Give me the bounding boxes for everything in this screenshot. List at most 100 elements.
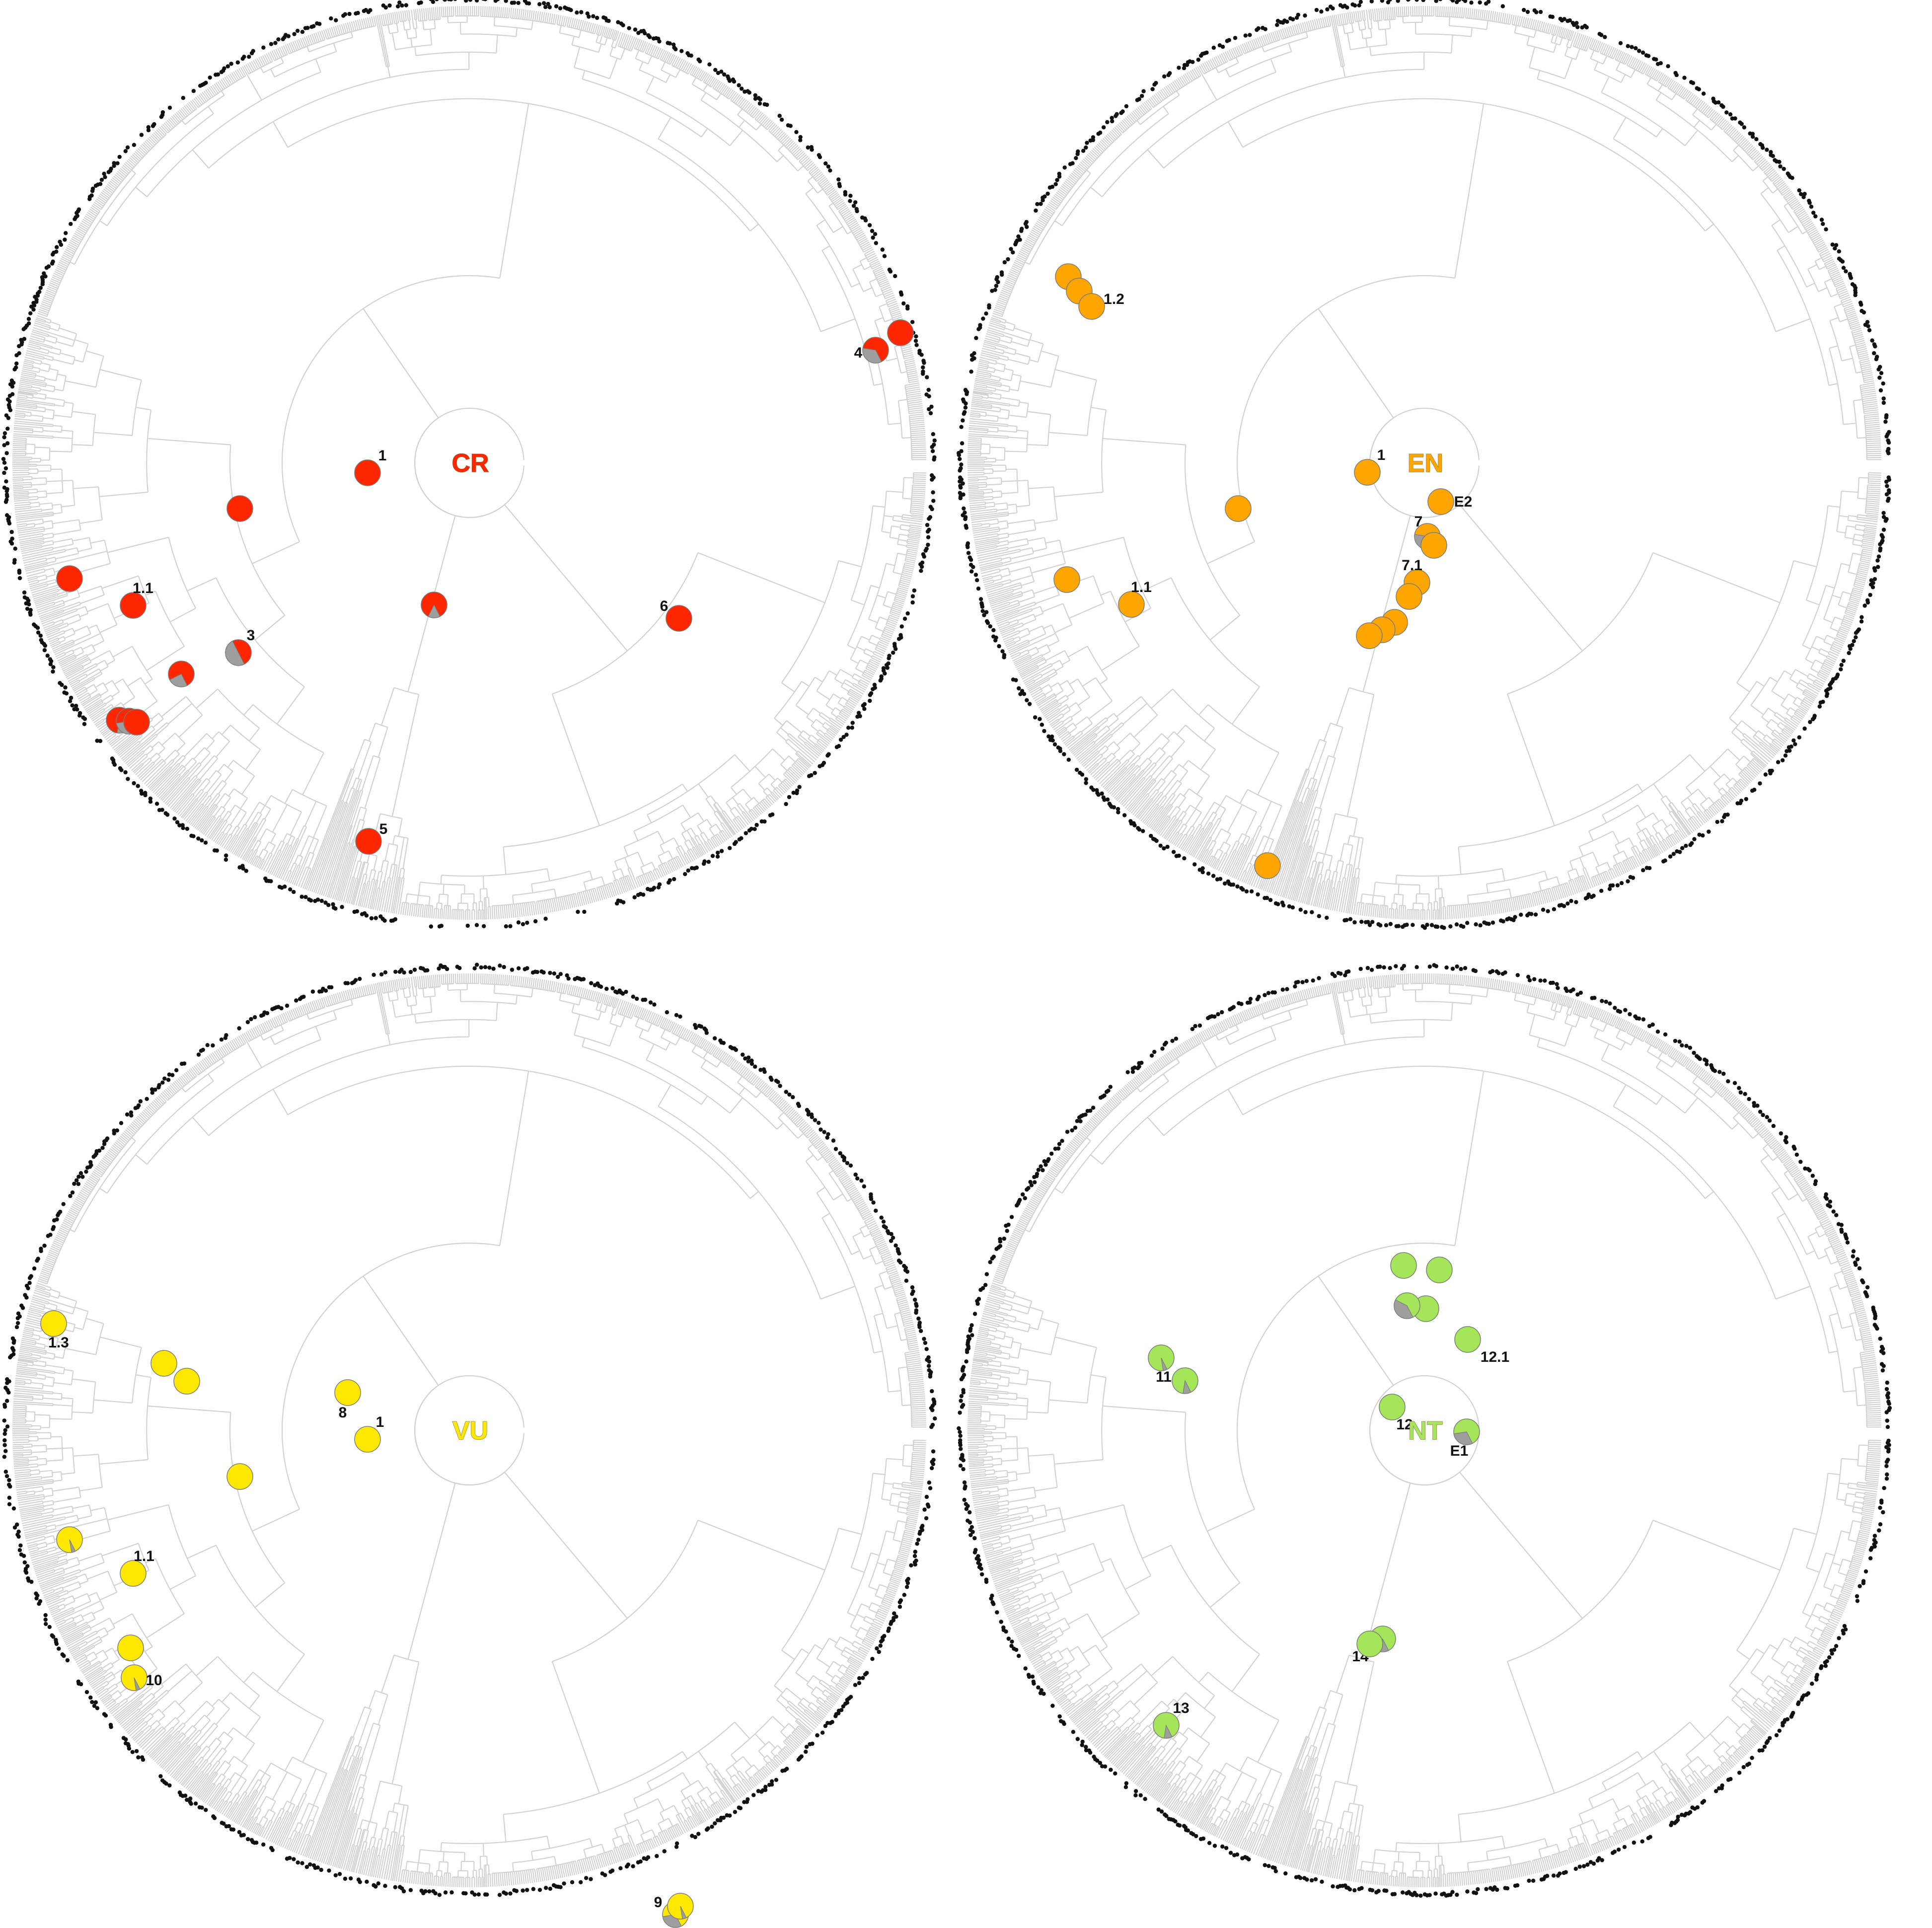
tip-marker [1084,1748,1089,1753]
tip-marker [1840,259,1845,264]
tip-marker [1482,920,1486,925]
tip-marker [22,337,27,341]
tip-marker [185,1797,189,1802]
tip-marker [753,1064,757,1069]
tip-marker [346,981,350,985]
tip-marker [13,365,18,370]
tip-marker [132,143,137,147]
tip-marker [1182,856,1187,861]
tip-marker [921,371,925,376]
tip-marker [1771,1123,1776,1128]
tip-marker [899,293,904,297]
tip-marker [551,1883,556,1888]
tip-marker [449,1890,454,1895]
tip-marker [1824,1196,1829,1201]
tip-marker [1810,1682,1814,1686]
tip-marker [1388,922,1393,926]
tip-marker [5,1399,9,1403]
tip-marker [753,96,758,101]
tip-marker [1768,771,1773,776]
tip-marker [1293,984,1297,989]
tip-marker [1039,1164,1043,1169]
tip-marker [1357,1887,1361,1891]
tip-marker [826,1132,830,1136]
tip-marker [525,966,529,970]
tip-marker [988,624,993,629]
tip-marker [1561,1870,1566,1875]
ancestral-state-pie [117,1634,144,1661]
tip-marker [926,387,931,392]
tip-marker [1124,104,1129,109]
tip-marker [1296,980,1300,984]
tip-marker [443,0,447,2]
tip-marker [78,1171,83,1176]
tip-marker [16,1529,21,1534]
tip-marker [886,1629,891,1633]
tip-marker [1174,1037,1179,1041]
tip-marker [922,1507,927,1512]
tip-marker [960,1453,965,1457]
tip-marker [1802,192,1807,196]
tip-marker [862,1184,867,1188]
tip-marker [1421,0,1425,2]
tip-marker [443,1890,448,1895]
tip-marker [1275,23,1279,27]
tip-marker [1459,967,1463,971]
tip-marker [1474,922,1478,927]
tip-marker [1618,1010,1623,1014]
tip-marker [930,1389,934,1394]
tip-marker [1878,1505,1882,1510]
tip-marker [108,1722,113,1727]
tip-marker [402,970,406,975]
tip-marker [162,1076,167,1081]
node-label: 9 [654,1894,663,1911]
tip-marker [1025,224,1029,229]
tip-marker [1870,338,1874,343]
tip-marker [1,457,6,461]
tip-marker [1878,1336,1882,1341]
tip-marker [1886,1449,1891,1454]
tip-marker [1567,18,1572,23]
tip-marker [92,1704,97,1708]
tip-marker [1552,1873,1556,1878]
tip-marker [1084,145,1088,150]
tip-marker [912,588,917,593]
pie-slice-other [225,640,245,666]
tip-marker [1486,0,1491,4]
tip-marker [1704,1058,1709,1063]
tip-marker [1499,918,1503,923]
tip-marker [425,968,430,972]
tip-marker [689,866,694,871]
tip-marker [317,22,322,26]
tip-marker [520,1888,525,1893]
tip-marker [868,698,872,703]
pie-slice-threatened [887,319,914,346]
tip-marker [1080,1743,1084,1747]
tip-marker [300,1861,304,1865]
tip-marker [1263,27,1267,31]
tip-marker [927,517,931,521]
tip-marker [667,880,671,885]
tip-marker [1496,971,1501,975]
tip-marker [1206,871,1211,876]
tip-marker [1865,1294,1869,1299]
tip-marker [5,513,9,518]
pie-slice-threatened [1356,1631,1383,1657]
tip-marker [879,1639,884,1644]
tip-marker [991,634,996,639]
tip-marker [1844,1236,1849,1241]
tip-marker [976,1554,980,1558]
tip-marker [1420,924,1425,929]
tip-marker [88,1695,93,1700]
tip-marker [791,791,796,795]
tip-marker [68,699,73,703]
tip-marker [1338,971,1343,976]
ancestral-state-pie [56,1526,83,1553]
tip-marker [719,849,724,853]
tip-marker [132,781,136,786]
tip-marker [1808,720,1812,725]
tip-marker [143,791,148,795]
tip-marker [1311,978,1315,983]
tip-marker [959,1394,964,1399]
tip-marker [961,1365,966,1369]
